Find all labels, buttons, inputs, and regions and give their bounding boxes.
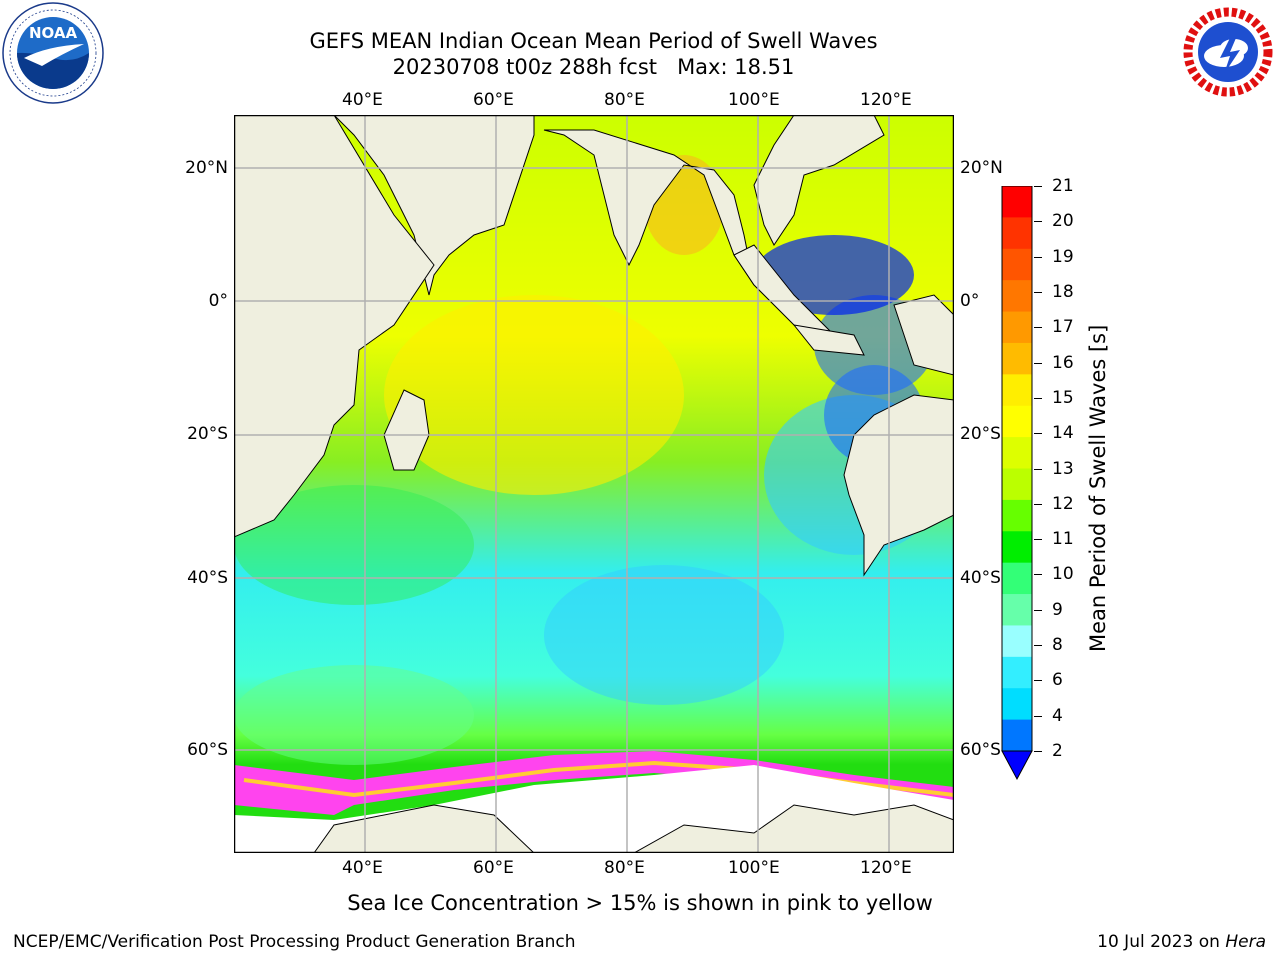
colorbar-frame <box>1001 185 1033 752</box>
colorbar-tick <box>1034 715 1042 717</box>
colorbar-tick <box>1034 680 1042 682</box>
colorbar-segment <box>1002 342 1032 375</box>
colorbar-tick-label: 2 <box>1052 741 1063 761</box>
colorbar-segment <box>1002 311 1032 344</box>
colorbar-segment <box>1002 719 1032 752</box>
lon-tick-bottom-5: 120°E <box>860 858 912 878</box>
footer-date-text: 10 Jul 2023 on <box>1097 932 1220 952</box>
colorbar-tick-label: 13 <box>1052 458 1074 479</box>
lat-tick-right-2: 0° <box>960 291 980 311</box>
lon-tick-bottom-4: 100°E <box>728 858 780 878</box>
lat-tick-left-2: 0° <box>208 291 228 311</box>
colorbar-tick-label: 20 <box>1052 211 1074 232</box>
colorbar-tick <box>1034 751 1042 752</box>
lon-tick-top-4: 100°E <box>728 90 780 110</box>
colorbar-tick <box>1034 291 1042 293</box>
colorbar-segment <box>1002 625 1032 658</box>
colorbar-segment <box>1002 437 1032 469</box>
colorbar-segment <box>1002 405 1032 438</box>
colorbar-tick <box>1034 468 1042 470</box>
swell-period-map <box>233 114 955 854</box>
map-frame <box>233 114 955 854</box>
lat-tick-right-5: 60°S <box>960 740 1001 760</box>
lon-tick-top-1: 40°E <box>342 90 383 110</box>
colorbar-segment <box>1002 594 1032 626</box>
lat-tick-right-1: 20°N <box>960 158 1003 178</box>
forecast-time: 20230708 t00z 288h fcst <box>392 55 658 79</box>
colorbar-extend-arrow <box>1001 750 1033 781</box>
colorbar-tick <box>1034 256 1042 258</box>
colorbar-tick-label: 18 <box>1052 281 1074 302</box>
colorbar-segment <box>1002 280 1032 313</box>
colorbar-tick-label: 15 <box>1052 387 1074 408</box>
footer-machine: Hera <box>1225 932 1266 952</box>
colorbar-tick <box>1034 609 1042 611</box>
lat-tick-left-1: 20°N <box>185 158 228 178</box>
footer-date: 10 Jul 2023 on Hera <box>1097 932 1266 952</box>
nws-logo <box>1178 2 1278 102</box>
colorbar-tick-label: 21 <box>1052 176 1074 196</box>
colorbar-tick-label: 17 <box>1052 317 1074 338</box>
gridlines <box>234 115 954 853</box>
colorbar-tick <box>1034 645 1042 647</box>
colorbar-graphic <box>1001 185 1033 781</box>
colorbar-tick <box>1034 186 1042 187</box>
max-value: Max: 18.51 <box>677 55 795 79</box>
lon-tick-top-5: 120°E <box>860 90 912 110</box>
colorbar-segment <box>1002 656 1032 689</box>
colorbar-title: Mean Period of Swell Waves [s] <box>1086 324 1110 652</box>
colorbar-tick-label: 6 <box>1052 670 1063 691</box>
lon-tick-bottom-1: 40°E <box>342 858 383 878</box>
colorbar-tick <box>1034 221 1042 223</box>
colorbar-segment <box>1002 531 1032 564</box>
svg-text:NOAA: NOAA <box>29 24 78 42</box>
colorbar-segment <box>1002 688 1032 721</box>
colorbar-tick-label: 8 <box>1052 635 1063 656</box>
colorbar-tick-label: 10 <box>1052 564 1074 585</box>
colorbar-segment <box>1002 562 1032 595</box>
footer-credit: NCEP/EMC/Verification Post Processing Pr… <box>13 932 576 952</box>
colorbar-tick-label: 16 <box>1052 352 1074 373</box>
colorbar-segment <box>1002 499 1032 532</box>
lon-tick-top-2: 60°E <box>473 90 514 110</box>
colorbar-tick <box>1034 327 1042 329</box>
colorbar-segment <box>1002 186 1032 218</box>
colorbar-tick <box>1034 362 1042 364</box>
chart-subtitle: 20230708 t00z 288h fcst Max: 18.51 <box>0 54 1187 80</box>
noaa-logo: NOAA <box>2 2 104 104</box>
colorbar-segment <box>1002 248 1032 281</box>
lat-tick-right-3: 20°S <box>960 424 1001 444</box>
lat-tick-left-3: 20°S <box>187 424 228 444</box>
colorbar-tick <box>1034 397 1042 399</box>
lon-tick-bottom-3: 80°E <box>604 858 645 878</box>
sea-ice-note: Sea Ice Concentration > 15% is shown in … <box>347 891 933 915</box>
colorbar-tick-label: 11 <box>1052 529 1074 550</box>
colorbar-tick <box>1034 433 1042 435</box>
colorbar-tick-label: 12 <box>1052 493 1074 514</box>
colorbar-segment <box>1002 374 1032 407</box>
colorbar-segment <box>1002 468 1032 501</box>
colorbar <box>1000 185 1040 786</box>
colorbar-tick <box>1034 503 1042 505</box>
colorbar-tick-label: 9 <box>1052 599 1063 620</box>
lon-tick-top-3: 80°E <box>604 90 645 110</box>
colorbar-tick-label: 19 <box>1052 246 1074 267</box>
lat-tick-left-4: 40°S <box>187 568 228 588</box>
colorbar-tick <box>1034 574 1042 576</box>
lon-tick-bottom-2: 60°E <box>473 858 514 878</box>
colorbar-tick-label: 4 <box>1052 705 1063 726</box>
colorbar-segment <box>1002 217 1032 250</box>
lat-tick-left-5: 60°S <box>187 740 228 760</box>
colorbar-tick <box>1034 539 1042 541</box>
chart-title: GEFS MEAN Indian Ocean Mean Period of Sw… <box>309 29 878 53</box>
colorbar-tick-label: 14 <box>1052 423 1074 444</box>
lat-tick-right-4: 40°S <box>960 568 1001 588</box>
